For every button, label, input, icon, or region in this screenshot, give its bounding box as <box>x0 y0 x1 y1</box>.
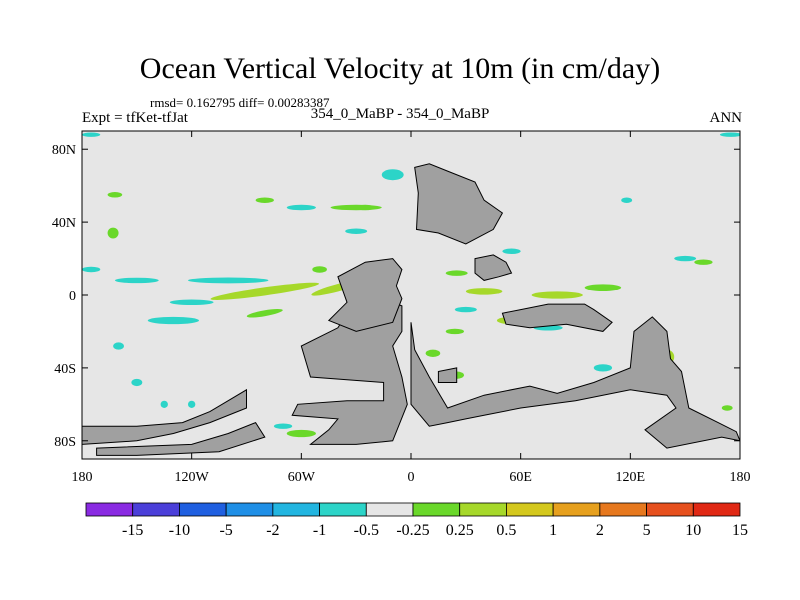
velocity-patch <box>694 259 713 265</box>
velocity-patch <box>169 299 214 306</box>
velocity-patch <box>345 228 368 234</box>
plot-background <box>82 131 740 459</box>
velocity-patch <box>286 204 316 211</box>
colorbar-label: 10 <box>685 522 701 539</box>
colorbar-label: 5 <box>643 522 651 539</box>
colorbar-label: 15 <box>732 522 748 539</box>
colorbar-label: -10 <box>169 522 190 539</box>
land-polygon <box>501 303 613 332</box>
velocity-patch <box>147 316 199 325</box>
colorbar-label: -15 <box>122 522 143 539</box>
colorbar-swatch <box>599 502 647 517</box>
colorbar-label: -0.5 <box>354 522 379 539</box>
season-label: ANN <box>709 110 743 126</box>
velocity-patch <box>584 284 622 291</box>
colorbar-swatch <box>85 502 134 517</box>
x-tick-label: 180 <box>72 470 93 485</box>
colorbar-swatch <box>692 502 741 517</box>
velocity-patch <box>454 306 477 313</box>
velocity-patch <box>131 378 143 387</box>
velocity-patch <box>719 132 740 137</box>
y-tick-label: 40N <box>52 216 76 231</box>
x-tick-label: 60W <box>288 470 316 485</box>
x-tick-label: 0 <box>408 470 415 485</box>
velocity-patch <box>356 204 375 211</box>
velocity-patch <box>502 248 521 254</box>
land-mask <box>82 163 740 456</box>
velocity-patch <box>82 132 101 137</box>
colorbar-swatch <box>506 502 554 517</box>
colorbar-swatch <box>179 502 227 517</box>
colorbar-swatch <box>225 502 274 517</box>
colorbar-swatch <box>365 502 414 517</box>
velocity-patch <box>286 429 316 438</box>
velocity-patch <box>160 400 168 408</box>
colorbar-swatch <box>646 502 694 517</box>
velocity-patch <box>721 405 733 411</box>
velocity-patch <box>593 364 613 372</box>
x-tick-label: 120W <box>175 470 210 485</box>
chart-title: Ocean Vertical Velocity at 10m (in cm/da… <box>139 52 661 85</box>
case-label: 354_0_MaBP - 354_0_MaBP <box>310 106 490 122</box>
land-polygon <box>414 163 504 245</box>
y-tick-label: 80N <box>52 143 76 158</box>
land-polygon <box>96 421 266 456</box>
velocity-patch <box>107 227 119 239</box>
velocity-patch <box>381 169 404 181</box>
y-tick-label: 80S <box>54 435 76 450</box>
x-tick-label: 60E <box>509 470 532 485</box>
colorbar-label: -2 <box>266 522 279 539</box>
velocity-patch <box>82 266 101 273</box>
land-polygon <box>437 367 458 383</box>
colorbar-swatch <box>132 502 180 517</box>
velocity-patch <box>465 288 503 295</box>
velocity-patch <box>107 192 123 198</box>
velocity-patch <box>210 282 320 300</box>
land-polygon <box>474 254 513 281</box>
colorbar-swatch <box>319 502 367 517</box>
axis-ticks: 180 120W 60W 0 60E 120E 180 80N 40N 0 40S 80S <box>52 131 751 485</box>
velocity-patch <box>188 277 269 284</box>
velocity-patch <box>273 423 293 429</box>
y-tick-label: 40S <box>54 362 76 377</box>
land-polygon <box>82 388 247 445</box>
colorbar-label: 2 <box>596 522 604 539</box>
velocity-patch <box>113 342 125 350</box>
experiment-label: Expt = tfKet-tfJat <box>82 110 188 126</box>
colorbar-label: 0.25 <box>446 522 474 539</box>
colorbar-swatch <box>272 502 320 517</box>
colorbar-label: 1 <box>549 522 557 539</box>
colorbar-swatch <box>552 502 601 517</box>
x-tick-label: 120E <box>616 470 646 485</box>
velocity-patch <box>445 328 465 335</box>
velocity-patch <box>621 197 633 203</box>
velocity-patch <box>114 277 159 284</box>
velocity-patch <box>188 400 196 408</box>
colorbar-swatch <box>459 502 507 517</box>
colorbar-label: -1 <box>313 522 326 539</box>
colorbar-label: 0.5 <box>496 522 516 539</box>
colorbar-label: -5 <box>219 522 232 539</box>
colorbar: -15 -10 -5 -2 -1 -0.5 -0.25 0.25 0.5 1 2 5 10 15 <box>85 502 748 539</box>
velocity-patch <box>246 308 283 318</box>
velocity-patch <box>531 291 583 299</box>
velocity-patch <box>312 266 327 273</box>
velocity-patch <box>425 349 441 357</box>
land-polygon <box>327 258 403 332</box>
land-polygon <box>410 316 740 449</box>
velocity-patch <box>445 270 468 276</box>
y-tick-label: 0 <box>69 289 76 304</box>
stats-label: rmsd= 0.162795 diff= 0.00283387 <box>150 95 330 110</box>
colorbar-label: -0.25 <box>396 522 429 539</box>
colorbar-swatch <box>412 502 461 517</box>
x-tick-label: 180 <box>730 470 751 485</box>
velocity-patch <box>255 197 274 203</box>
velocity-patch <box>674 255 697 262</box>
